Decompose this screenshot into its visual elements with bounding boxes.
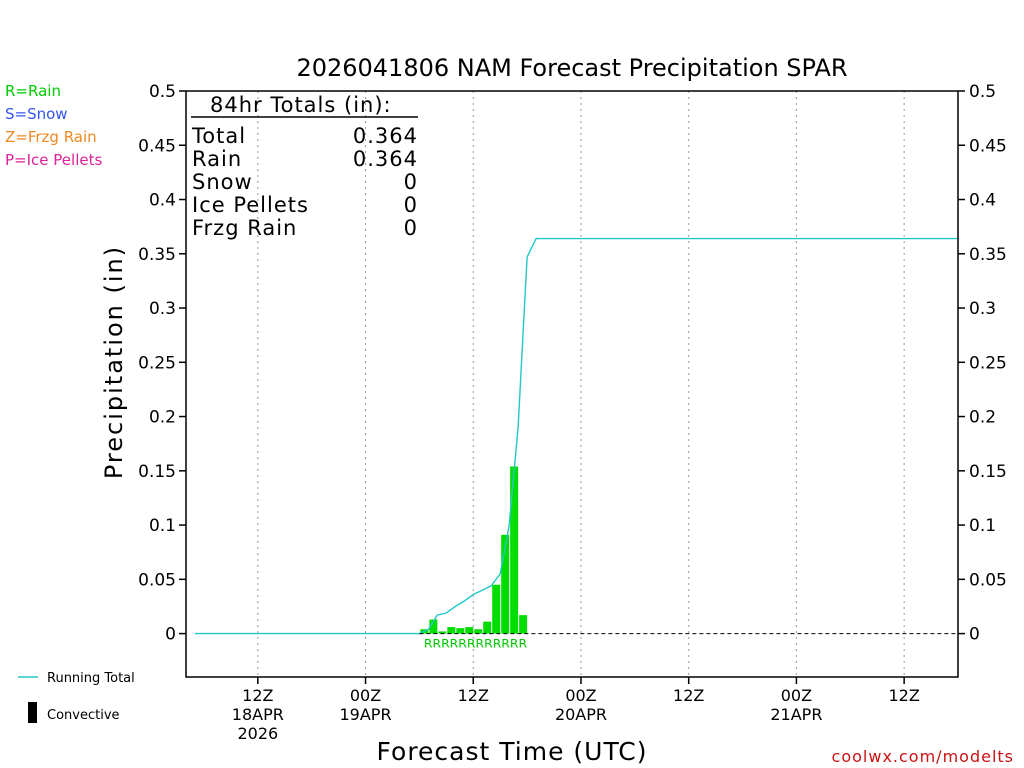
xtick-date-1: 19APR bbox=[339, 705, 391, 724]
rain-bar-8 bbox=[492, 584, 501, 634]
totals-header: 84hr Totals (in): bbox=[210, 93, 392, 117]
precip-type-legend: R=Rain S=Snow Z=Frzg Rain P=Ice Pellets bbox=[5, 82, 102, 169]
rain-bar-1 bbox=[429, 619, 438, 634]
ytick-label-right-8: 0.4 bbox=[969, 191, 996, 211]
ytick-label-right-1: 0.05 bbox=[969, 570, 1007, 590]
ytick-label-left-2: 0.1 bbox=[149, 516, 176, 536]
totals-label-3: Ice Pellets bbox=[192, 193, 309, 217]
plot-frame bbox=[185, 90, 959, 678]
legend-label-running-total: Running Total bbox=[47, 671, 135, 686]
rain-bar-11 bbox=[519, 615, 528, 634]
totals-box: 84hr Totals (in): Total 0.364 Rain 0.364 Snow… bbox=[191, 93, 418, 240]
type-legend-3: P=Ice Pellets bbox=[5, 151, 102, 169]
totals-label-2: Snow bbox=[192, 170, 253, 194]
ytick-label-left-7: 0.35 bbox=[138, 245, 176, 265]
totals-label-0: Total bbox=[191, 124, 246, 148]
ytick-label-right-3: 0.15 bbox=[969, 462, 1007, 482]
type-legend-1: S=Snow bbox=[5, 105, 68, 123]
ytick-label-left-6: 0.3 bbox=[149, 299, 176, 319]
ytick-label-right-7: 0.35 bbox=[969, 245, 1007, 265]
totals-value-1: 0.364 bbox=[353, 147, 418, 171]
legend-label-convective: Convective bbox=[47, 708, 120, 723]
totals-value-4: 0 bbox=[404, 216, 418, 240]
ytick-label-left-3: 0.15 bbox=[138, 462, 176, 482]
running-total-series bbox=[195, 237, 958, 635]
rain-bar-5 bbox=[465, 627, 474, 634]
ytick-label-right-5: 0.25 bbox=[969, 353, 1007, 373]
ytick-label-right-6: 0.3 bbox=[969, 299, 996, 319]
rain-bar-7 bbox=[483, 621, 492, 634]
totals-value-0: 0.364 bbox=[353, 124, 418, 148]
xtick-date-3: 20APR bbox=[555, 705, 607, 724]
rain-bar-10 bbox=[510, 466, 519, 634]
rain-bar-2 bbox=[438, 631, 447, 634]
ytick-label-left-1: 0.05 bbox=[138, 570, 176, 590]
xtick-label-4: 12Z bbox=[673, 686, 704, 705]
xtick-year-0: 2026 bbox=[237, 724, 278, 743]
rain-bar-3 bbox=[447, 627, 456, 634]
gridlines bbox=[257, 91, 905, 677]
ytick-label-right-9: 0.45 bbox=[969, 136, 1007, 156]
x-axis-label: Forecast Time (UTC) bbox=[377, 737, 648, 766]
plot-border bbox=[185, 90, 959, 678]
xtick-date-5: 21APR bbox=[770, 705, 822, 724]
totals-value-3: 0 bbox=[404, 193, 418, 217]
chart-title: 2026041806 NAM Forecast Precipitation SP… bbox=[296, 54, 847, 82]
ytick-label-left-0: 0 bbox=[165, 625, 176, 645]
totals-label-4: Frzg Rain bbox=[192, 216, 297, 240]
rain-bar-6 bbox=[474, 629, 483, 634]
totals-label-1: Rain bbox=[192, 147, 242, 171]
credit-text: coolwx.com/modelts bbox=[832, 747, 1014, 766]
totals-value-2: 0 bbox=[404, 170, 418, 194]
xtick-label-6: 12Z bbox=[888, 686, 919, 705]
type-legend-2: Z=Frzg Rain bbox=[5, 128, 97, 146]
ytick-label-right-2: 0.1 bbox=[969, 516, 996, 536]
legend-swatch-convective bbox=[28, 702, 37, 723]
ytick-label-right-4: 0.2 bbox=[969, 408, 996, 428]
precip-type-marker-text: RRRRRRRRRRRR bbox=[424, 637, 527, 651]
series-legend: Running Total Convective bbox=[18, 671, 135, 723]
y-axis-label: Precipitation (in) bbox=[100, 245, 128, 479]
ytick-label-right-10: 0.5 bbox=[969, 82, 996, 102]
xtick-label-1: 00Z bbox=[350, 686, 381, 705]
ytick-label-left-4: 0.2 bbox=[149, 408, 176, 428]
ytick-label-left-8: 0.4 bbox=[149, 191, 176, 211]
running-total-line bbox=[195, 237, 958, 635]
precip-type-markers: RRRRRRRRRRRR bbox=[424, 637, 527, 651]
xtick-date-0: 18APR bbox=[232, 705, 284, 724]
ytick-label-right-0: 0 bbox=[969, 625, 980, 645]
xtick-label-0: 12Z bbox=[242, 686, 273, 705]
rain-bar-9 bbox=[501, 534, 510, 634]
type-legend-0: R=Rain bbox=[5, 82, 61, 100]
y-axis-ticks: 0 00.05 0.050.1 0.10.15 0.150.2 0.20.25 0.250.… bbox=[138, 82, 1007, 645]
xtick-label-2: 12Z bbox=[458, 686, 489, 705]
ytick-label-left-10: 0.5 bbox=[149, 82, 176, 102]
ytick-label-left-5: 0.25 bbox=[138, 353, 176, 373]
xtick-label-5: 00Z bbox=[781, 686, 812, 705]
ytick-label-left-9: 0.45 bbox=[138, 136, 176, 156]
xtick-label-3: 00Z bbox=[565, 686, 596, 705]
rain-bar-4 bbox=[456, 628, 465, 634]
